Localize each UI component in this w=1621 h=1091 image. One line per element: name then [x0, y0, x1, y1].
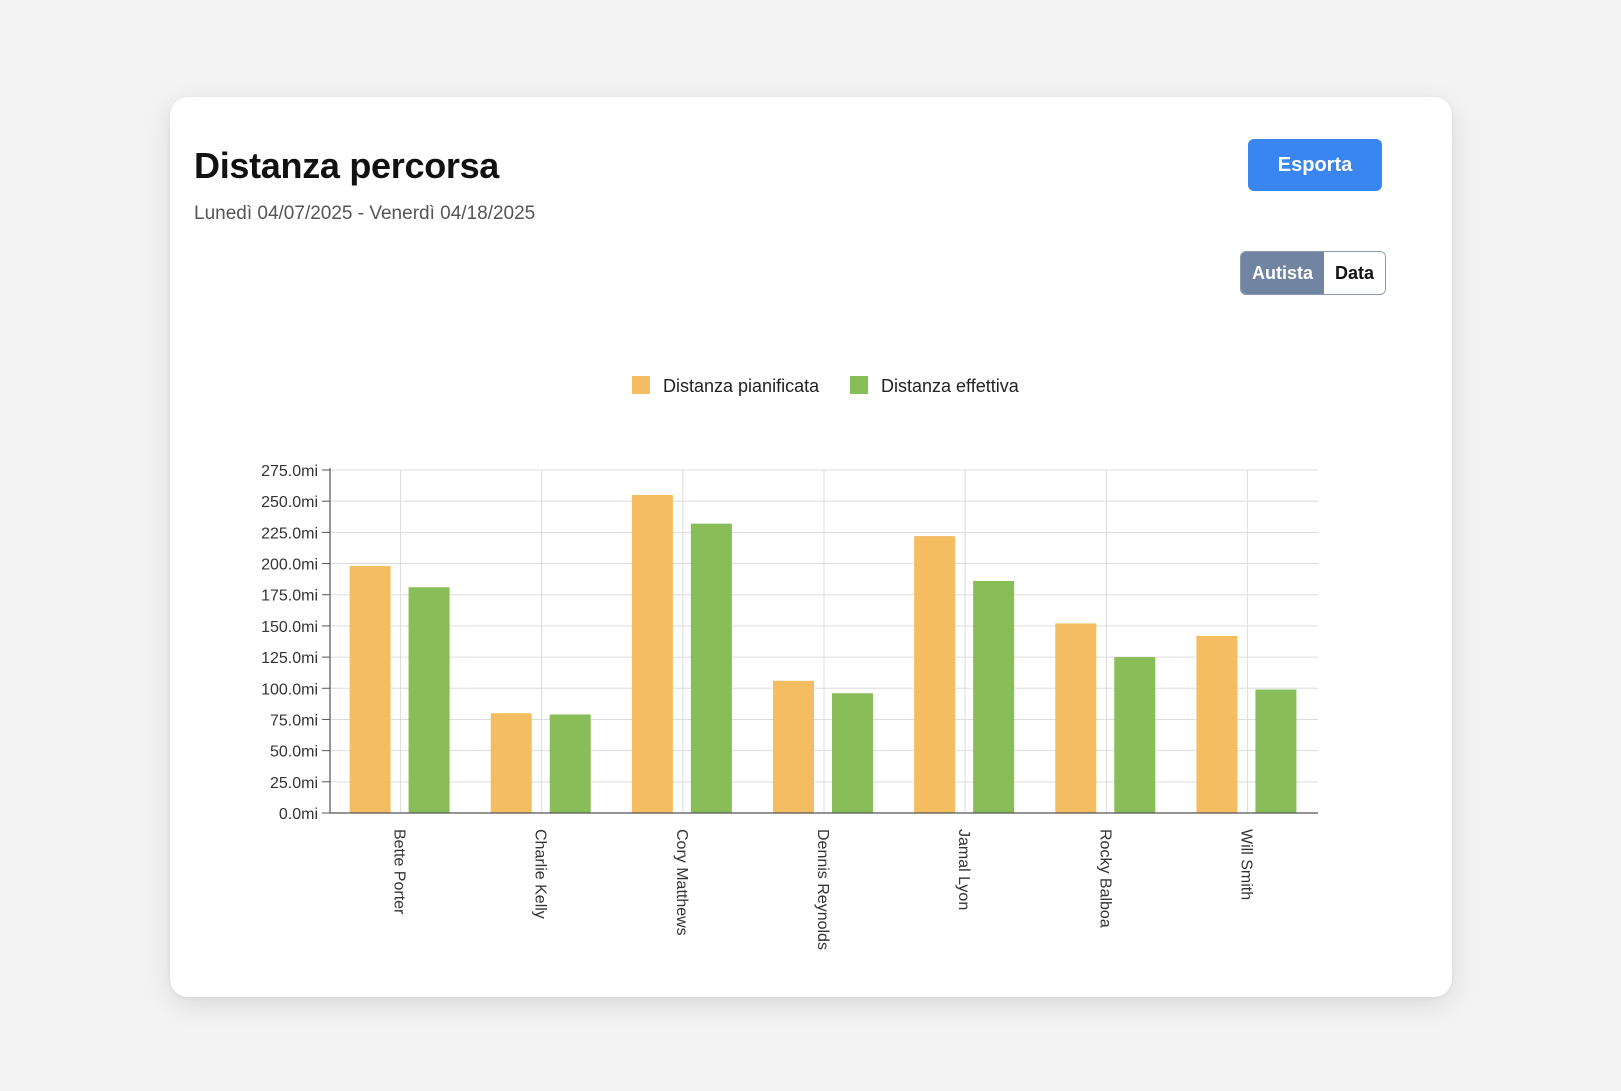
y-axis-tick-label: 275.0mi: [261, 463, 318, 480]
bar: [1196, 635, 1238, 813]
x-axis-category-label: Cory Matthews: [673, 829, 690, 936]
export-button[interactable]: Esporta: [1248, 139, 1382, 191]
bar: [832, 693, 873, 813]
legend-label: Distanza pianificata: [663, 376, 820, 396]
toggle-data[interactable]: Data: [1324, 252, 1386, 294]
y-axis-tick-label: 75.0mi: [270, 712, 318, 729]
x-axis-category-label: Will Smith: [1237, 829, 1254, 900]
view-toggle: Autista Data: [1240, 251, 1387, 295]
y-axis-tick-label: 50.0mi: [270, 744, 318, 761]
legend-swatch: [632, 376, 650, 394]
bar: [490, 713, 532, 813]
bar: [1255, 689, 1297, 813]
y-axis-tick-label: 0.0mi: [279, 806, 318, 823]
legend-swatch: [850, 376, 868, 394]
y-axis-tick-label: 200.0mi: [261, 557, 318, 574]
bar: [349, 566, 391, 813]
bar: [914, 536, 956, 813]
x-axis-category-label: Bette Porter: [391, 829, 408, 915]
y-axis-tick-label: 100.0mi: [261, 681, 318, 698]
x-axis-category-label: Rocky Balboa: [1096, 829, 1113, 928]
y-axis-tick-label: 25.0mi: [270, 775, 318, 792]
bar: [1114, 657, 1156, 813]
bar: [1055, 623, 1097, 813]
bar: [773, 680, 814, 813]
x-axis-category-label: Charlie Kelly: [532, 829, 549, 919]
toggle-autista[interactable]: Autista: [1241, 252, 1325, 294]
y-axis-tick-label: 250.0mi: [261, 494, 318, 511]
bar: [408, 587, 450, 813]
legend-label: Distanza effettiva: [881, 376, 1020, 396]
bar: [973, 581, 1015, 813]
x-axis-category-label: Dennis Reynolds: [814, 829, 831, 950]
date-range: Lunedì 04/07/2025 - Venerdì 04/18/2025: [194, 203, 536, 224]
x-axis-category-label: Jamal Lyon: [955, 829, 972, 910]
y-axis-tick-label: 125.0mi: [261, 650, 318, 667]
distance-card: Distanza percorsa Lunedì 04/07/2025 - Ve…: [170, 97, 1452, 997]
bar: [690, 523, 732, 813]
y-axis-tick-label: 175.0mi: [261, 588, 318, 605]
y-axis-tick-label: 150.0mi: [261, 619, 318, 636]
bar: [631, 494, 673, 813]
y-axis-tick-label: 225.0mi: [261, 525, 318, 542]
bar-chart: 0.0mi 25.0mi 50.0mi 75.0mi 100.0mi 125.0mi 150…: [261, 376, 1318, 950]
bar: [549, 714, 591, 813]
page-title: Distanza percorsa: [194, 145, 500, 186]
